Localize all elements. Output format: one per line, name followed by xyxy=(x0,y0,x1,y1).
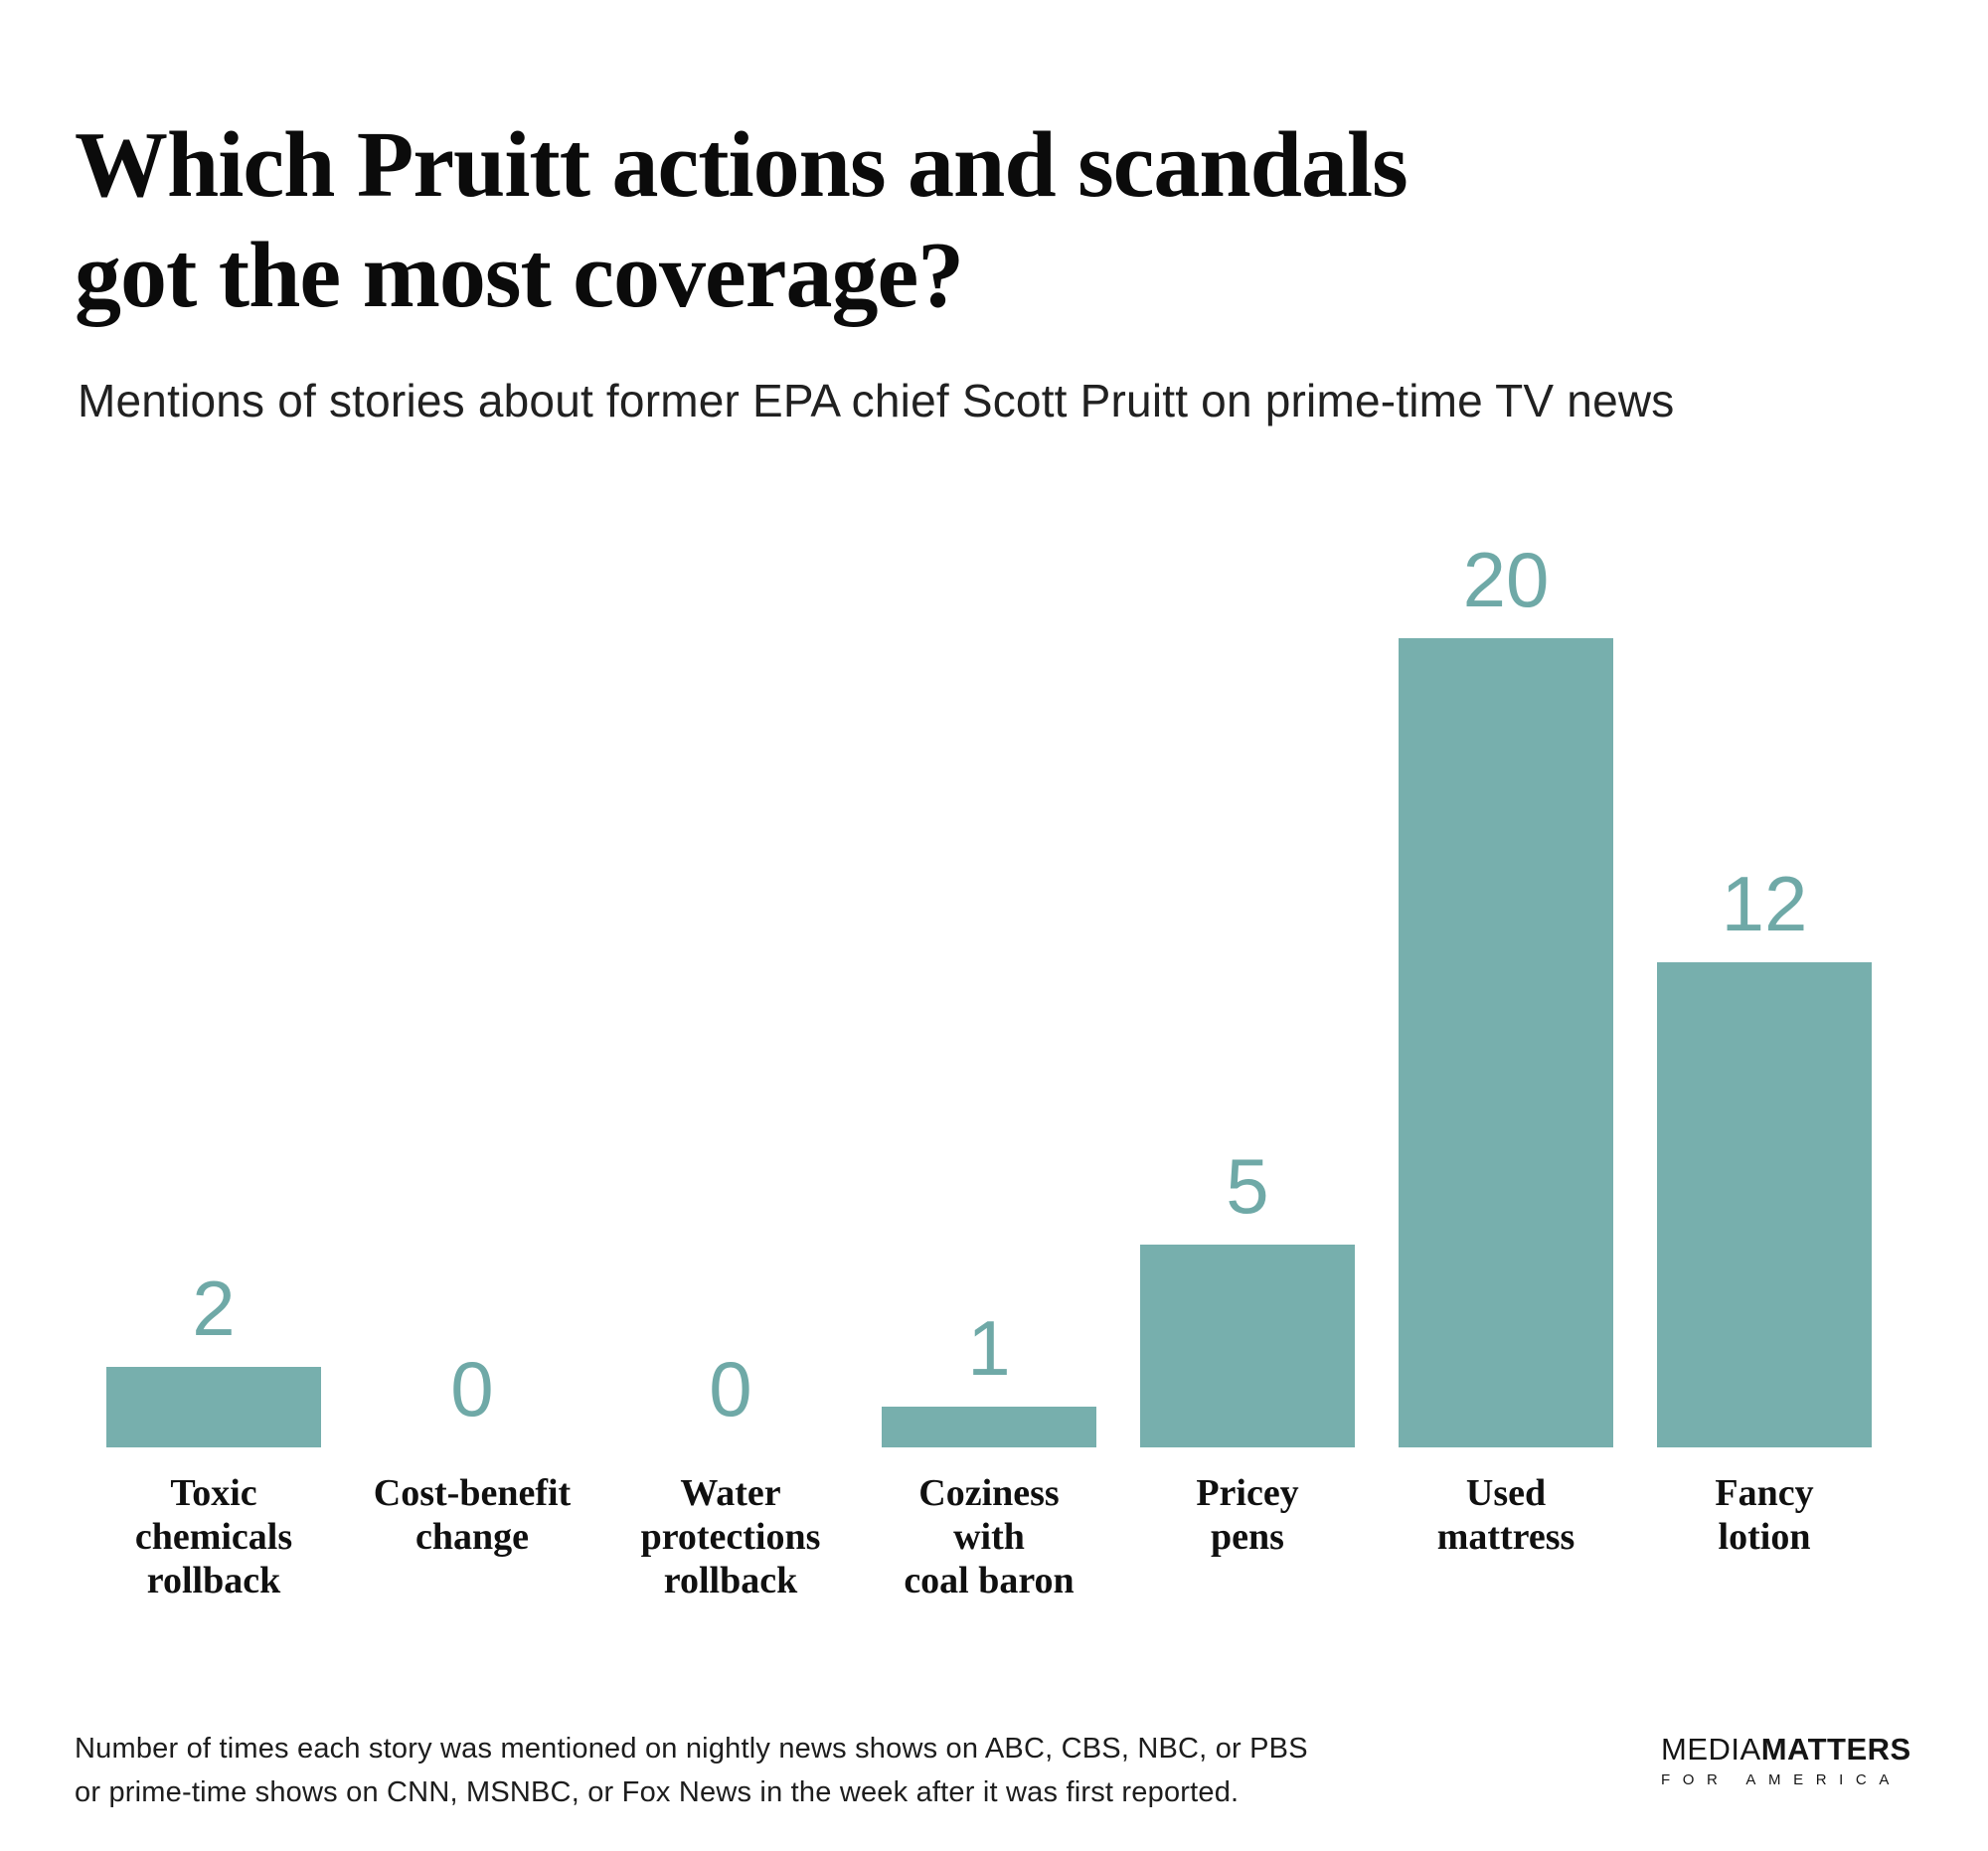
bar-value-label: 0 xyxy=(450,1345,494,1432)
footnote-line1: Number of times each story was mentioned… xyxy=(75,1733,1308,1765)
bar-column-3: 0 Water protections rollback xyxy=(623,638,838,1601)
category-label: Used mattress xyxy=(1347,1471,1665,1559)
bar-value-label: 20 xyxy=(1462,536,1550,623)
category-label-line: Cost-benefit xyxy=(373,1472,572,1514)
category-label-line: coal baron xyxy=(904,1560,1075,1601)
page-title-line1: Which Pruitt actions and scandals xyxy=(75,112,1408,217)
category-label-line: protections xyxy=(640,1516,821,1558)
bar-value-label: 0 xyxy=(709,1345,752,1432)
logo-wordmark: MEDIAMATTERS xyxy=(1661,1732,1911,1767)
category-label-line: mattress xyxy=(1436,1516,1575,1558)
category-label: Coziness with coal baron xyxy=(830,1471,1148,1602)
bar-chart: 2 Toxic chemicals rollback 0 Cost-benefit chan… xyxy=(106,541,1872,1601)
bar-column-7: 12 Fancy lotion xyxy=(1657,638,1872,1558)
chart-footnote: Number of times each story was mentioned… xyxy=(75,1727,1308,1814)
category-label-line: Coziness xyxy=(918,1472,1060,1514)
bar-column-6: 20 Used mattress xyxy=(1399,541,1613,1558)
category-label: Fancy lotion xyxy=(1605,1471,1923,1559)
media-matters-logo: MEDIAMATTERS FOR AMERICA xyxy=(1661,1732,1911,1788)
category-label-line: with xyxy=(953,1516,1025,1558)
category-label-line: rollback xyxy=(663,1560,798,1601)
category-label-line: Pricey xyxy=(1196,1472,1299,1514)
category-label: Cost-benefit change xyxy=(313,1471,631,1559)
logo-media: MEDIA xyxy=(1661,1732,1761,1767)
bar xyxy=(106,1367,321,1447)
category-label: Pricey pens xyxy=(1088,1471,1407,1559)
category-label: Toxic chemicals rollback xyxy=(55,1471,373,1602)
bar-column-1: 2 Toxic chemicals rollback xyxy=(106,638,321,1601)
category-label-line: Water xyxy=(680,1472,781,1514)
category-label-line: pens xyxy=(1211,1516,1284,1558)
bar xyxy=(1140,1245,1355,1447)
category-label-line: rollback xyxy=(146,1560,281,1601)
chart-subtitle: Mentions of stories about former EPA chi… xyxy=(78,375,1675,426)
page-title-line2: got the most coverage? xyxy=(75,223,964,327)
footnote-line2: or prime-time shows on CNN, MSNBC, or Fo… xyxy=(75,1776,1240,1808)
category-label-line: chemicals xyxy=(134,1516,293,1558)
category-label-line: Fancy xyxy=(1715,1472,1814,1514)
logo-matters: MATTERS xyxy=(1760,1732,1911,1767)
bar xyxy=(1657,962,1872,1447)
bar-value-label: 5 xyxy=(1226,1142,1269,1230)
bar-value-label: 2 xyxy=(192,1264,236,1352)
logo-tagline: FOR AMERICA xyxy=(1661,1771,1902,1788)
bar xyxy=(882,1407,1096,1447)
category-label-line: lotion xyxy=(1718,1516,1811,1558)
bar-column-2: 0 Cost-benefit change xyxy=(365,638,580,1558)
category-label-line: Used xyxy=(1465,1472,1547,1514)
category-label-line: Toxic xyxy=(170,1472,257,1514)
category-label-line: change xyxy=(415,1516,529,1558)
page-title: Which Pruitt actions and scandals got th… xyxy=(75,110,1408,331)
bar-column-5: 5 Pricey pens xyxy=(1140,638,1355,1558)
bar xyxy=(1399,638,1613,1447)
bar-value-label: 12 xyxy=(1721,860,1808,947)
category-label: Water protections rollback xyxy=(572,1471,890,1602)
bar-value-label: 1 xyxy=(967,1304,1011,1392)
bar-column-4: 1 Coziness with coal baron xyxy=(882,638,1096,1601)
